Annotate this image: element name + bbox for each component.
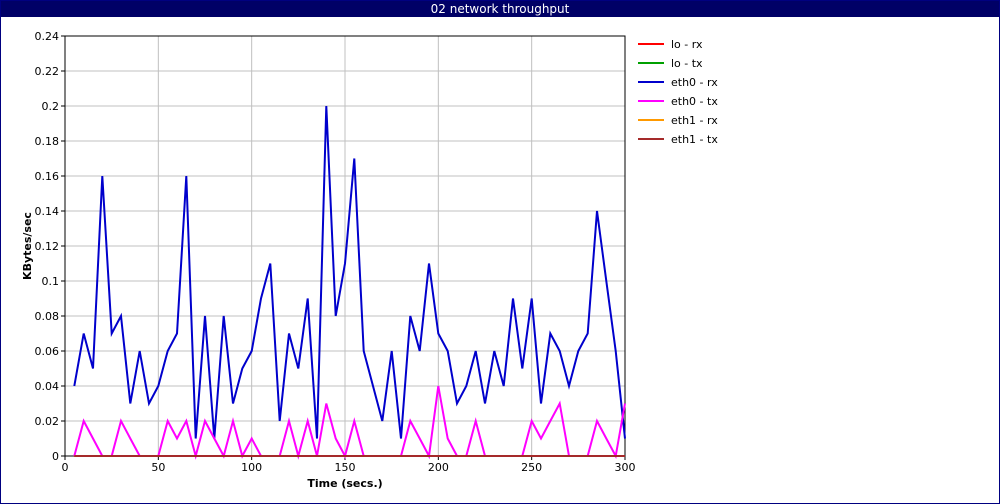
y-tick-label: 0.1 <box>42 275 60 288</box>
window-title: 02 network throughput <box>1 1 999 17</box>
y-tick-label: 0.2 <box>42 100 60 113</box>
legend-label: eth0 - rx <box>671 76 718 89</box>
legend-label: eth1 - tx <box>671 133 718 146</box>
x-tick-label: 300 <box>615 461 636 474</box>
y-axis-ticks: 0 0.02 0.04 0.06 0.08 0.1 0.12 0.14 0.16 0.18 0.2 0… <box>35 30 65 463</box>
y-tick-label: 0.16 <box>35 170 60 183</box>
y-tick-label: 0.24 <box>35 30 60 43</box>
y-tick-label: 0.06 <box>35 345 60 358</box>
x-tick-label: 200 <box>428 461 449 474</box>
y-tick-label: 0.02 <box>35 415 60 428</box>
series-lines <box>73 105 626 460</box>
grid <box>64 35 626 457</box>
x-tick-label: 100 <box>241 461 262 474</box>
legend-label: eth0 - tx <box>671 95 718 108</box>
y-tick-label: 0.18 <box>35 135 60 148</box>
legend-label: lo - rx <box>671 38 703 51</box>
x-axis-ticks: 0 50 100 150 200 250 300 <box>62 456 636 474</box>
y-tick-label: 0.22 <box>35 65 60 78</box>
legend-label: eth1 - rx <box>671 114 718 127</box>
x-tick-label: 150 <box>335 461 356 474</box>
y-tick-label: 0.12 <box>35 240 60 253</box>
x-tick-label: 0 <box>62 461 69 474</box>
y-tick-label: 0.08 <box>35 310 60 323</box>
y-tick-label: 0.14 <box>35 205 60 218</box>
x-tick-label: 250 <box>521 461 542 474</box>
y-tick-label: 0.04 <box>35 380 60 393</box>
x-tick-label: 50 <box>151 461 165 474</box>
legend: lo - rx lo - tx eth0 - rx eth0 - tx eth1 - r… <box>638 38 718 146</box>
series-line-eth0-rx <box>73 105 626 439</box>
legend-label: lo - tx <box>671 57 703 70</box>
y-axis-label: KBytes/sec <box>21 212 34 280</box>
x-axis-label: Time (secs.) <box>307 477 382 490</box>
y-tick-label: 0 <box>52 450 59 463</box>
series-line-eth0-tx <box>73 385 626 460</box>
